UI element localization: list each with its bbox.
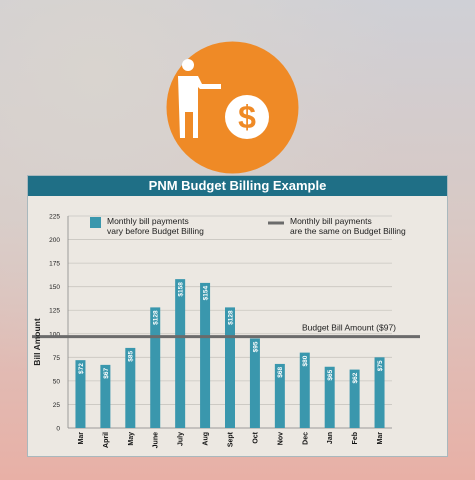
- bar-data-label: $75: [377, 360, 384, 371]
- legend-bars-line2: vary before Budget Billing: [107, 226, 204, 236]
- y-tick-label: 125: [49, 308, 60, 315]
- bar: [225, 307, 235, 428]
- y-tick-label: 100: [49, 331, 60, 338]
- bar: [75, 360, 86, 428]
- svg-text:$: $: [238, 99, 256, 135]
- legend-swatch-bars: [90, 217, 101, 228]
- y-tick-label: 200: [49, 237, 60, 244]
- bar: [324, 366, 335, 428]
- x-tick-label: May: [128, 432, 135, 446]
- bar: [175, 279, 186, 428]
- presenter-dollar-icon: $: [166, 41, 299, 174]
- bar-data-label: $128: [227, 310, 234, 325]
- y-tick-label: 50: [53, 378, 61, 385]
- bar-data-label: $68: [277, 367, 284, 378]
- y-tick-label: 150: [49, 284, 60, 291]
- bar-data-label: $154: [202, 286, 209, 301]
- bar-data-label: $80: [302, 355, 309, 366]
- legend-line-line2: are the same on Budget Billing: [290, 226, 406, 236]
- x-tick-label: Jan: [327, 432, 334, 444]
- bar-data-label: $67: [103, 368, 110, 379]
- y-axis-label: Bill Amount: [32, 318, 42, 366]
- bar-data-label: $128: [153, 310, 160, 325]
- bars: $72 $67 $85 $128 $158 $154 $128 $95 $68 $80 $65 $62…: [75, 279, 385, 428]
- bar: [374, 357, 385, 428]
- x-tick-label: Oct: [252, 431, 259, 443]
- bar-data-label: $85: [128, 351, 135, 362]
- bar-data-label: $65: [327, 369, 334, 380]
- x-tick-label: Mar: [377, 432, 384, 445]
- x-tick-label: Feb: [352, 432, 359, 444]
- bar-data-label: $158: [178, 282, 185, 297]
- x-tick-label: Aug: [203, 432, 210, 446]
- x-tick-label: Nov: [277, 432, 284, 445]
- x-tick-label: June: [153, 432, 160, 448]
- bar: [349, 369, 360, 428]
- y-tick-label: 175: [49, 261, 60, 268]
- y-tick-label: 25: [53, 402, 61, 409]
- y-tick-label: 75: [53, 355, 61, 362]
- bar: [150, 307, 161, 428]
- chart-title: PNM Budget Billing Example: [28, 176, 447, 196]
- bar-data-label: $72: [78, 363, 85, 374]
- y-tick-label: 0: [56, 426, 60, 433]
- bar-data-label: $95: [252, 341, 259, 352]
- bar-data-label: $62: [352, 372, 359, 383]
- x-tick-label: Sept: [228, 431, 235, 447]
- x-tick-label: Mar: [78, 432, 85, 445]
- bar: [125, 347, 136, 428]
- bar: [100, 364, 111, 428]
- x-tick-label: July: [178, 432, 185, 446]
- y-tick-label: 225: [49, 214, 60, 221]
- bar: [200, 282, 211, 428]
- legend-line-line1: Monthly bill payments: [290, 216, 372, 226]
- bar: [274, 363, 285, 428]
- bar: [299, 352, 310, 428]
- budget-line-label: Budget Bill Amount ($97): [302, 323, 396, 333]
- x-axis-ticks: Mar April May June July Aug Sept Oct Nov Dec Jan Fe…: [78, 431, 384, 448]
- x-tick-label: April: [103, 432, 110, 448]
- x-tick-label: Dec: [302, 432, 309, 445]
- bar: [249, 338, 260, 428]
- chart-panel: PNM Budget Billing Example 0 25 50 75 100 125…: [27, 175, 448, 457]
- legend: Monthly bill payments vary before Budget…: [90, 216, 406, 236]
- bar-chart: 0 25 50 75 100 125 150 175 200 225 Monthly bill p…: [32, 214, 420, 448]
- legend-bars-line1: Monthly bill payments: [107, 216, 189, 226]
